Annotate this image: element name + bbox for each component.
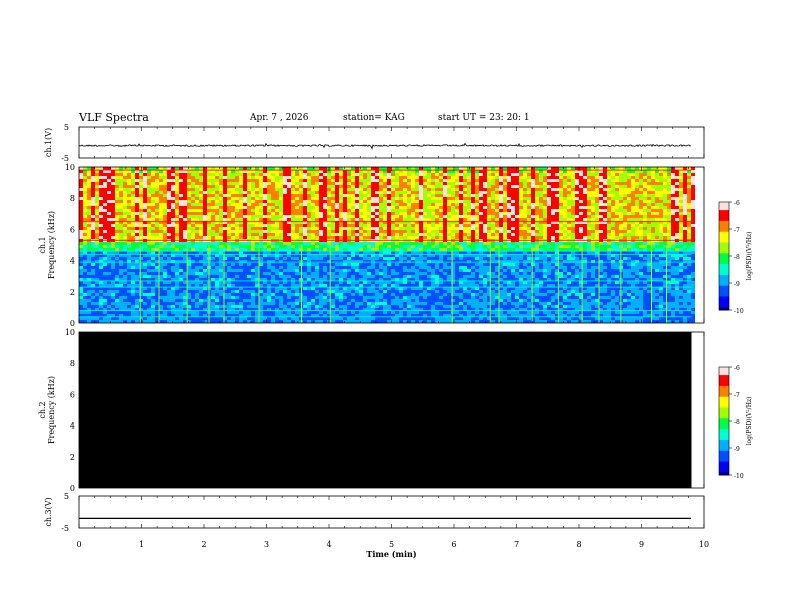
- ch1-spec-ytick-10: 10: [65, 163, 75, 172]
- ch2-spec-cbar-tick--7: -7: [734, 392, 740, 399]
- x-axis-label: Time (min): [366, 549, 416, 559]
- ch1-spec-channel-label: ch.1: [38, 236, 47, 253]
- ch1-spec-colorbar: [718, 201, 732, 311]
- ch1-spec-cbar-tick--8: -8: [734, 254, 740, 261]
- ch2-spec-spectrogram-image: [79, 332, 692, 488]
- xtick-8: 8: [576, 540, 581, 549]
- xtick-3: 3: [264, 540, 269, 549]
- xtick-5: 5: [389, 540, 394, 549]
- ch1-ytick--5: -5: [61, 154, 69, 163]
- xtick-7: 7: [514, 540, 519, 549]
- station-label: station= KAG: [343, 113, 405, 123]
- ch2-spec-ytick-8: 8: [70, 359, 75, 368]
- ch3-ylabel: ch.3(V): [44, 497, 53, 526]
- ch2-spec-ytick-2: 2: [70, 453, 75, 462]
- ch1-ylabel: ch.1(V): [44, 128, 53, 157]
- ch1-spec-ytick-8: 8: [70, 194, 75, 203]
- ch2-spec-cbar-tick--10: -10: [734, 473, 744, 480]
- ch2-spec-cbar-tick--6: -6: [734, 365, 740, 372]
- start-time-label: start UT = 23: 20: 1: [438, 113, 530, 123]
- ch1-spec-cbar-tick--10: -10: [734, 308, 744, 315]
- ch2-spec-cbar-tick--9: -9: [734, 446, 740, 453]
- ch2-spec-ylabel: Frequency (kHz): [47, 376, 56, 444]
- ch1-spec-cbar-tick--6: -6: [734, 200, 740, 207]
- ch3-ytick-5: 5: [64, 492, 69, 501]
- ch2-spec-channel-label: ch.2: [38, 401, 47, 418]
- ch1-spec-ytick-2: 2: [70, 288, 75, 297]
- ch2-spec-ytick-10: 10: [65, 328, 75, 337]
- panel-frame-4: [78, 495, 705, 529]
- xtick-6: 6: [451, 540, 456, 549]
- ch1-spec-colorbar-label: log(PSD)(V²/Hz): [746, 232, 753, 281]
- ch1-spec-cbar-tick--7: -7: [734, 227, 740, 234]
- ch1-spec-ytick-6: 6: [70, 225, 75, 234]
- ch2-spec-ytick-4: 4: [70, 422, 75, 431]
- ch1-ytick-5: 5: [64, 123, 69, 132]
- ch2-spec-fill: [79, 332, 692, 488]
- figure-title: VLF Spectra: [79, 111, 149, 124]
- ch1-spec-ytick-4: 4: [70, 257, 75, 266]
- ch3-ytick--5: -5: [61, 524, 69, 533]
- ch1-spec-spectrogram-image: [79, 167, 695, 323]
- panel-frame-1: [78, 126, 705, 159]
- ch2-spec-ytick-0: 0: [70, 484, 75, 493]
- ch1-spec-ytick-0: 0: [70, 319, 75, 328]
- ch2-spec-cbar-tick--8: -8: [734, 419, 740, 426]
- xtick-9: 9: [639, 540, 644, 549]
- ch2-spec-ytick-6: 6: [70, 390, 75, 399]
- ch2-spec-colorbar-label: log(PSD)(V²/Hz): [746, 397, 753, 446]
- xtick-1: 1: [139, 540, 144, 549]
- xtick-2: 2: [201, 540, 206, 549]
- ch2-spec-colorbar: [718, 366, 732, 476]
- xtick-0: 0: [76, 540, 81, 549]
- xtick-4: 4: [326, 540, 331, 549]
- xtick-10: 10: [699, 540, 709, 549]
- ch1-spec-cbar-tick--9: -9: [734, 281, 740, 288]
- ch1-signal-line: [78, 142, 692, 150]
- date-label: Apr. 7 , 2026: [250, 113, 309, 123]
- ch1-spec-ylabel: Frequency (kHz): [47, 211, 56, 279]
